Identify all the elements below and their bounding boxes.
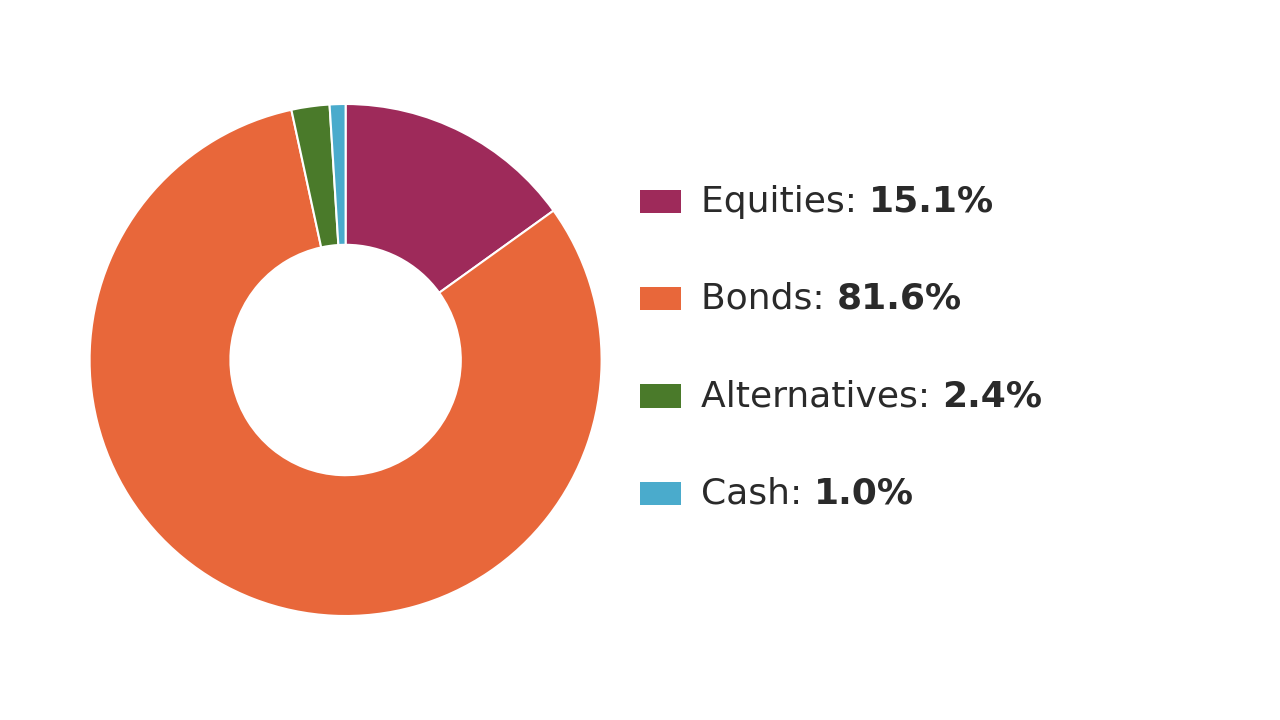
- Text: 2.4%: 2.4%: [942, 379, 1042, 413]
- Text: 1.0%: 1.0%: [814, 476, 914, 510]
- Wedge shape: [90, 110, 602, 616]
- Text: 15.1%: 15.1%: [869, 184, 995, 219]
- Text: Equities:: Equities:: [701, 184, 869, 219]
- Wedge shape: [346, 104, 553, 293]
- Text: Cash:: Cash:: [701, 476, 814, 510]
- Text: Alternatives:: Alternatives:: [701, 379, 942, 413]
- Text: 81.6%: 81.6%: [837, 282, 961, 316]
- Text: Bonds:: Bonds:: [701, 282, 837, 316]
- Wedge shape: [292, 104, 338, 248]
- Wedge shape: [329, 104, 346, 245]
